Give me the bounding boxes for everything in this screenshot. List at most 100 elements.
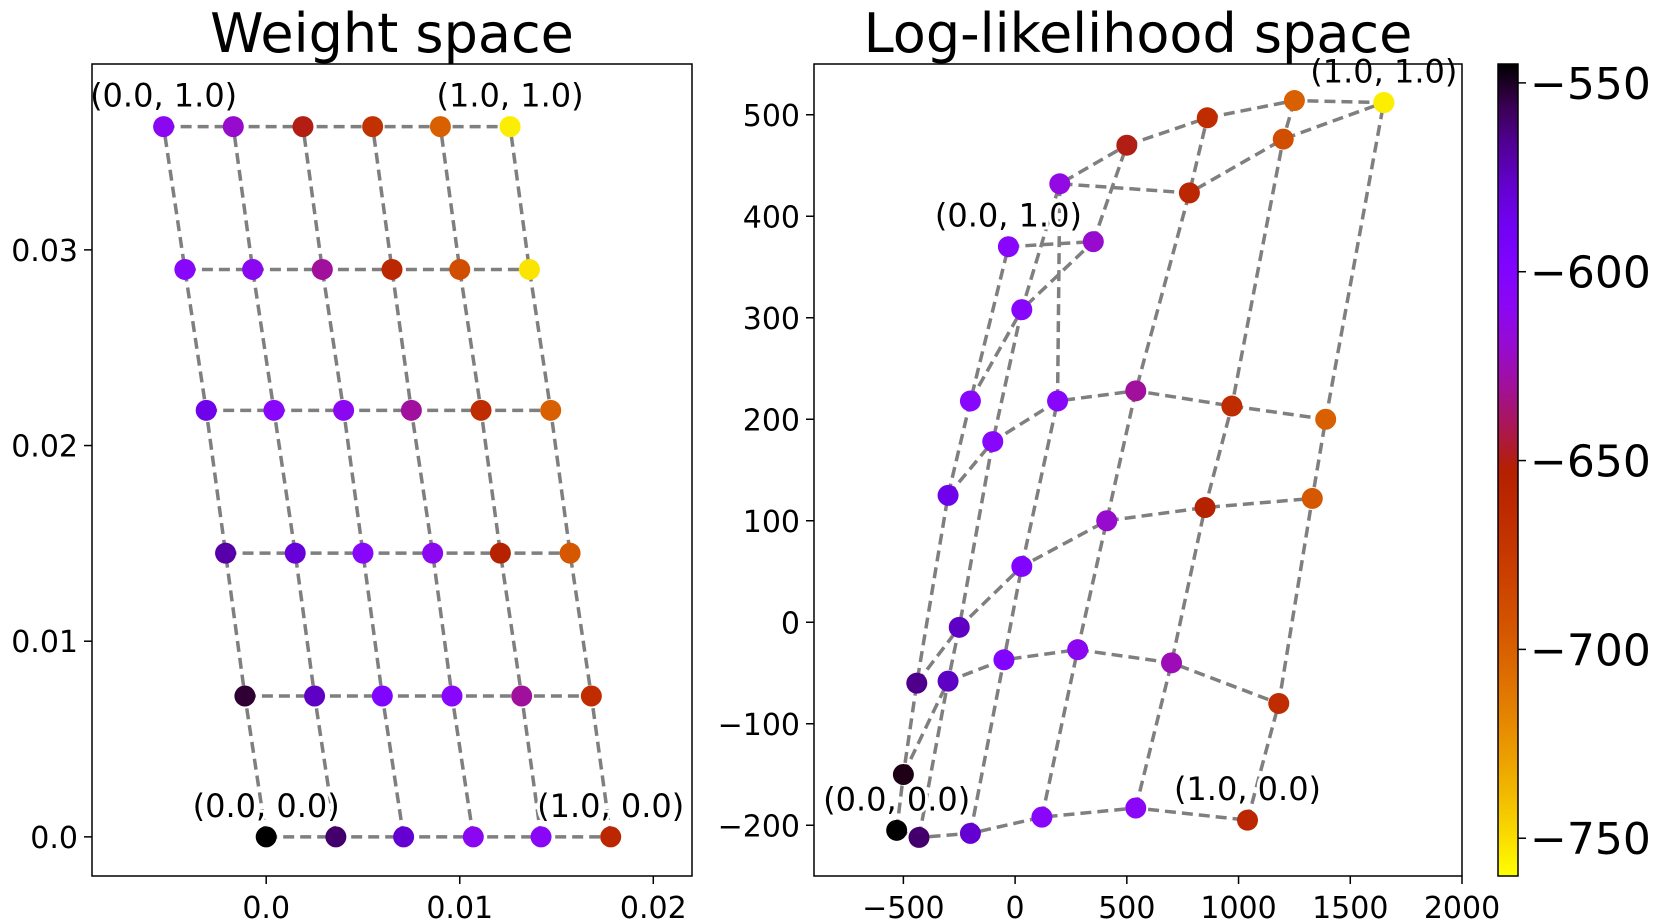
chart-title: Weight space [210, 2, 574, 65]
axes-frame [91, 63, 693, 877]
colorbar-bar [1497, 63, 1519, 877]
data-point [422, 542, 444, 564]
grid-line [894, 246, 1011, 831]
data-point [892, 764, 914, 785]
data-point [540, 399, 562, 421]
data-point [1125, 380, 1147, 402]
grid-line [946, 389, 1326, 497]
grid-line [231, 126, 338, 838]
grid-line [1040, 117, 1209, 818]
data-point [982, 431, 1004, 453]
data-point [1125, 797, 1147, 819]
x-tick-label: 0.02 [620, 891, 687, 923]
colorbar-tick-label: −600 [1530, 248, 1651, 299]
data-point [429, 116, 451, 138]
data-point [511, 685, 533, 707]
x-tick-label: 2000 [1424, 891, 1500, 923]
data-point [1194, 497, 1216, 519]
data-point [959, 822, 981, 844]
data-point [600, 826, 622, 848]
colorbar-tick-label: −550 [1530, 59, 1651, 110]
data-point [292, 116, 314, 138]
data-point [215, 542, 237, 564]
data-point [959, 390, 981, 412]
x-tick-label: 0 [1006, 891, 1025, 923]
data-point [195, 399, 217, 421]
corner-annotation: (0.0, 1.0) [935, 197, 1082, 235]
data-point [489, 542, 511, 564]
corner-annotation: (1.0, 0.0) [537, 787, 684, 825]
data-point [325, 826, 347, 848]
y-tick-label: 300 [743, 302, 800, 337]
y-tick-label: 0 [781, 606, 800, 641]
data-point [1178, 182, 1200, 204]
y-tick-label: 0.01 [11, 625, 78, 660]
data-point [362, 116, 384, 138]
corner-annotation: (1.0, 1.0) [437, 77, 584, 115]
data-point [1272, 128, 1294, 150]
data-point [462, 826, 484, 848]
x-tick-label: −500 [862, 891, 944, 923]
grid-line [917, 240, 1095, 838]
data-point [1047, 390, 1069, 412]
x-tick-label: 1000 [1200, 891, 1276, 923]
colorbar-tick-label: −650 [1530, 437, 1651, 488]
data-point [1116, 134, 1138, 156]
data-point [222, 116, 244, 138]
data-point [449, 258, 471, 280]
data-point [937, 484, 959, 506]
y-tick-label: −100 [718, 708, 800, 743]
x-tick-label: 0.0 [242, 891, 290, 923]
corner-annotation: (0.0, 1.0) [90, 77, 237, 115]
log-likelihood-space-panel: Log-likelihood space (0.0, 1.0) (1.0, 1.0)… [718, 2, 1501, 923]
corner-annotation: (1.0, 0.0) [1174, 770, 1321, 808]
colorbar-tick-label: −750 [1530, 814, 1651, 865]
data-point [441, 685, 463, 707]
data-point [1268, 692, 1290, 714]
data-point [518, 258, 540, 280]
data-point [1067, 639, 1089, 661]
data-point [1283, 90, 1305, 112]
data-point [997, 236, 1019, 258]
colorbar-tick-label: −700 [1530, 625, 1651, 676]
data-point [1315, 408, 1337, 430]
data-point [234, 685, 256, 707]
data-point [1373, 92, 1395, 114]
data-point [470, 399, 492, 421]
grid-line [161, 126, 268, 838]
grid-line [370, 126, 476, 838]
y-tick-label: 0.0 [30, 821, 78, 856]
data-point [174, 258, 196, 280]
data-point [580, 685, 602, 707]
data-point [311, 258, 333, 280]
data-point [393, 826, 415, 848]
x-tick-label: 0.01 [426, 891, 493, 923]
data-point [1096, 510, 1118, 532]
grid-line [1134, 100, 1297, 809]
data-point [1031, 806, 1053, 828]
axes-frame [813, 63, 1463, 877]
data-point [381, 258, 403, 280]
grid-line [968, 100, 1385, 402]
data-point [255, 826, 277, 848]
grid-line [915, 496, 1313, 685]
data-point [948, 616, 970, 638]
y-tick-label: −200 [718, 809, 800, 844]
data-point [530, 826, 552, 848]
grid-line [508, 126, 613, 838]
grid-line [901, 647, 1280, 776]
grid-line [1008, 98, 1384, 249]
x-tick-label: 1500 [1312, 891, 1388, 923]
corner-annotation: (1.0, 1.0) [1310, 53, 1457, 91]
data-point [263, 399, 285, 421]
data-point [284, 542, 306, 564]
data-point [886, 819, 908, 841]
data-point [333, 399, 355, 421]
weight-space-panel: Weight space (0.0, 1.0) (1.0, 1.0) (0.0, 0.… [11, 2, 693, 923]
y-tick-label: 0.03 [11, 234, 78, 269]
grid-line [968, 143, 1128, 834]
chart-title: Log-likelihood space [864, 2, 1413, 65]
data-point [1049, 173, 1071, 195]
data-point [1011, 299, 1033, 321]
